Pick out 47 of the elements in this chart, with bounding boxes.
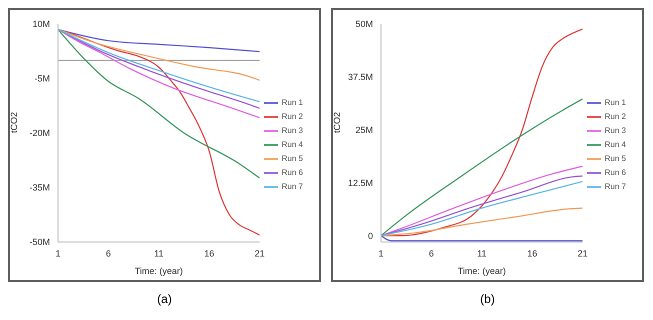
x-tick-label: 11 — [477, 248, 486, 258]
legend-label: Run 5 — [604, 154, 626, 164]
x-tick-label: 6 — [428, 248, 434, 258]
legend-label: Run 1 — [282, 98, 303, 108]
y-tick-label: -5M — [34, 74, 50, 84]
y-axis-title: tCO2 — [9, 112, 20, 133]
y-tick-label: 10M — [32, 19, 50, 30]
x-tick-label: 21 — [254, 248, 265, 258]
legend-label: Run 2 — [282, 112, 303, 122]
text: (b) — [479, 292, 496, 306]
legend-label: Run 7 — [282, 182, 303, 192]
y-tick-label: 37.5M — [348, 72, 373, 82]
legend-label: Run 3 — [282, 126, 303, 136]
line-series — [58, 28, 260, 81]
legend-label: Run 6 — [282, 168, 303, 178]
legend-label: Run 3 — [604, 126, 626, 136]
x-tick-label: 1 — [55, 248, 61, 258]
x-tick-label: 16 — [204, 248, 214, 258]
x-tick-label: 11 — [154, 248, 164, 258]
x-tick-label: 16 — [527, 248, 538, 258]
legend-label: Run 4 — [604, 140, 626, 150]
x-tick-label: 6 — [106, 248, 111, 258]
line-series — [381, 98, 583, 236]
y-tick-label: -35M — [29, 182, 50, 193]
y-tick-label: 0 — [368, 230, 373, 241]
text: (a) — [156, 292, 173, 306]
legend-label: Run 4 — [282, 140, 303, 150]
y-tick-label: -50M — [29, 237, 50, 248]
y-tick-label: 50M — [355, 19, 373, 30]
y-axis-title: tCO2 — [332, 112, 342, 133]
legend-label: Run 5 — [282, 154, 303, 164]
x-tick-label: 1 — [378, 248, 384, 258]
x-axis-title: Time: (year) — [134, 266, 183, 276]
legend-label: Run 7 — [604, 182, 626, 192]
line-series — [381, 28, 583, 236]
y-tick-label: -20M — [29, 128, 50, 138]
line-series — [58, 28, 260, 236]
legend-label: Run 2 — [604, 112, 626, 122]
y-tick-label: 25M — [355, 125, 373, 136]
line-series — [58, 28, 260, 52]
line-series — [381, 208, 583, 236]
x-tick-label: 21 — [578, 248, 588, 258]
x-axis-title: Time: (year) — [458, 266, 506, 276]
y-tick-label: 12.5M — [348, 178, 373, 188]
legend-label: Run 6 — [604, 168, 626, 178]
line-series — [58, 28, 260, 179]
legend-label: Run 1 — [604, 98, 626, 108]
